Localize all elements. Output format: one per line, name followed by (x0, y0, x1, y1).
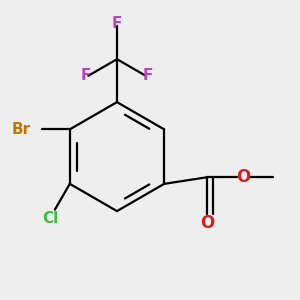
Text: O: O (200, 214, 214, 232)
Text: F: F (143, 68, 153, 83)
Text: Br: Br (12, 122, 31, 137)
Text: F: F (80, 68, 91, 83)
Text: F: F (112, 16, 122, 31)
Text: Cl: Cl (42, 211, 58, 226)
Text: O: O (236, 168, 250, 186)
